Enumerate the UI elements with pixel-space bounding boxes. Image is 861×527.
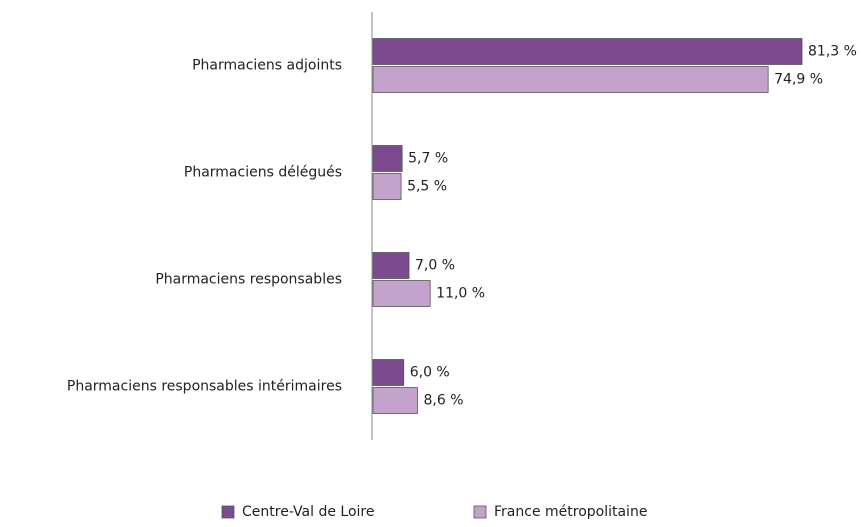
value-label: 81,3 % [808, 44, 857, 60]
legend-label: France métropolitaine [494, 504, 647, 520]
value-label: 6,0 % [410, 365, 450, 381]
category-label: Pharmaciens délégués [184, 165, 342, 181]
value-label: 11,0 % [436, 286, 485, 302]
legend-swatch [221, 505, 235, 519]
value-label: 5,7 % [408, 151, 448, 167]
bar [372, 387, 418, 414]
legend-swatch [473, 505, 487, 519]
value-label: 8,6 % [423, 393, 463, 409]
value-label: 5,5 % [407, 179, 447, 195]
category-label: Pharmaciens adjoints [192, 58, 342, 74]
bar [372, 145, 403, 172]
bar [372, 280, 431, 307]
legend-label: Centre-Val de Loire [242, 504, 374, 520]
category-label: Pharmaciens responsables [155, 272, 342, 288]
bar [372, 66, 769, 93]
bar [372, 173, 402, 200]
bar [372, 359, 405, 386]
bar [372, 252, 410, 279]
category-label: Pharmaciens responsables intérimaires [67, 379, 342, 395]
value-label: 7,0 % [415, 258, 455, 274]
value-label: 74,9 % [774, 72, 823, 88]
bar [372, 38, 803, 65]
